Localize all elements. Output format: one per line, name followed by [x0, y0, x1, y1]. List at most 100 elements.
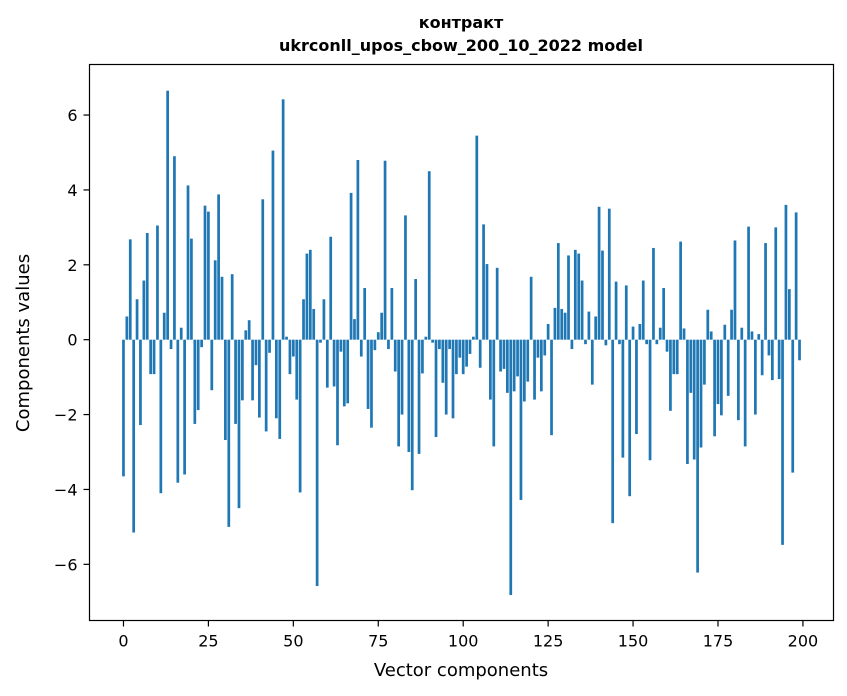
bar: [122, 339, 125, 477]
bar: [230, 274, 234, 340]
chart-title: контракт: [419, 13, 504, 32]
bar: [363, 288, 367, 340]
bar: [142, 280, 146, 340]
bar: [404, 215, 407, 340]
bar: [305, 253, 309, 340]
bar: [356, 159, 360, 340]
bar: [427, 171, 431, 340]
bar: [203, 205, 207, 340]
bar: [570, 339, 574, 350]
bar: [431, 339, 434, 343]
bar: [601, 250, 604, 340]
bar: [607, 208, 611, 340]
bar: [370, 339, 373, 428]
bar: [448, 339, 451, 350]
bar: [730, 309, 733, 340]
bar: [543, 339, 547, 356]
bar: [522, 339, 526, 402]
bar: [145, 232, 149, 340]
bar: [264, 339, 268, 432]
bar: [618, 339, 621, 345]
bar: [764, 243, 767, 340]
bar: [560, 308, 564, 340]
bar: [784, 204, 788, 340]
bar: [658, 327, 662, 340]
bar: [468, 339, 472, 354]
bar: [186, 185, 190, 340]
bar: [635, 339, 638, 435]
bar: [506, 339, 509, 393]
bar: [675, 339, 679, 375]
bar: [628, 339, 632, 497]
bar: [346, 339, 350, 404]
y-tick-label: 2: [67, 256, 77, 275]
bar: [322, 299, 326, 340]
bar: [737, 339, 740, 421]
bar: [485, 264, 489, 340]
bar: [169, 339, 173, 350]
bar: [200, 339, 203, 348]
bar: [373, 339, 377, 351]
bar: [359, 339, 363, 357]
bar: [319, 339, 322, 343]
bar: [241, 339, 244, 401]
bar: [166, 90, 169, 340]
bar: [475, 135, 479, 340]
bar: [590, 339, 594, 385]
bar: [159, 339, 163, 494]
bar: [176, 339, 180, 483]
plot-frame: [88, 63, 835, 622]
bar: [254, 339, 258, 366]
bar: [584, 339, 587, 345]
y-tick-label: −4: [54, 480, 78, 499]
bar: [580, 280, 584, 340]
bar: [798, 339, 801, 361]
bar: [268, 339, 271, 353]
bar: [787, 289, 791, 340]
bar: [713, 339, 716, 437]
bar: [597, 206, 601, 340]
bar: [196, 339, 200, 411]
bar: [733, 240, 737, 340]
bar: [781, 339, 784, 545]
bar: [665, 339, 669, 352]
bar: [648, 339, 652, 461]
bar: [536, 339, 540, 358]
bar: [757, 334, 761, 340]
bar: [539, 339, 543, 392]
bar: [400, 339, 404, 415]
bar: [699, 339, 703, 448]
bar: [397, 339, 401, 447]
bar: [723, 324, 727, 340]
bar: [281, 99, 285, 340]
bar: [353, 319, 356, 340]
bar: [686, 339, 689, 464]
bar: [288, 339, 292, 375]
bar: [162, 312, 166, 340]
bar: [271, 150, 275, 340]
bar: [509, 339, 513, 596]
bar: [672, 339, 676, 375]
bar: [390, 288, 394, 340]
bar: [726, 339, 730, 396]
bar: [767, 339, 771, 356]
bar: [295, 339, 299, 400]
bar: [366, 339, 370, 409]
bar: [794, 212, 798, 340]
bar: [444, 339, 448, 415]
bar: [308, 249, 312, 340]
bar: [183, 339, 186, 475]
bar: [376, 332, 380, 340]
bar: [662, 288, 665, 340]
x-tick-label: 50: [283, 632, 303, 651]
bar: [655, 339, 659, 345]
x-tick-label: 0: [118, 632, 128, 651]
bar: [604, 339, 608, 346]
bar: [152, 339, 156, 375]
bar: [434, 339, 438, 438]
bar: [349, 192, 353, 340]
bar: [224, 339, 227, 441]
bar: [274, 339, 278, 419]
bar: [770, 339, 774, 381]
